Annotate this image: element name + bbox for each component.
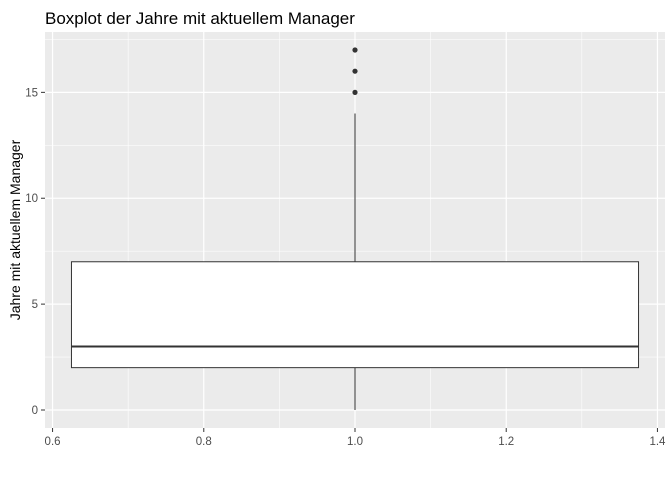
y-tick-label: 15 bbox=[25, 87, 38, 99]
x-axis: 0.6 0.8 1.0 1.2 1.4 bbox=[45, 428, 666, 448]
x-tick-label: 0.8 bbox=[196, 436, 212, 448]
y-axis-title: Jahre mit aktuellem Manager bbox=[7, 139, 23, 320]
outlier-point bbox=[352, 68, 358, 74]
outlier-point bbox=[352, 47, 358, 53]
y-tick-label: 10 bbox=[25, 193, 38, 205]
x-tick-label: 1.2 bbox=[498, 436, 514, 448]
y-tick-label: 5 bbox=[32, 299, 38, 311]
x-tick-label: 1.0 bbox=[347, 436, 363, 448]
boxplot-marks bbox=[70, 47, 640, 410]
x-tick-label: 0.6 bbox=[45, 436, 61, 448]
x-tick-label: 1.4 bbox=[649, 436, 666, 448]
chart-title: Boxplot der Jahre mit aktuellem Manager bbox=[45, 9, 355, 28]
y-axis: 0 5 10 15 bbox=[25, 87, 45, 417]
outlier-point bbox=[352, 89, 358, 95]
y-tick-label: 0 bbox=[32, 405, 38, 417]
iqr-box bbox=[70, 261, 640, 369]
